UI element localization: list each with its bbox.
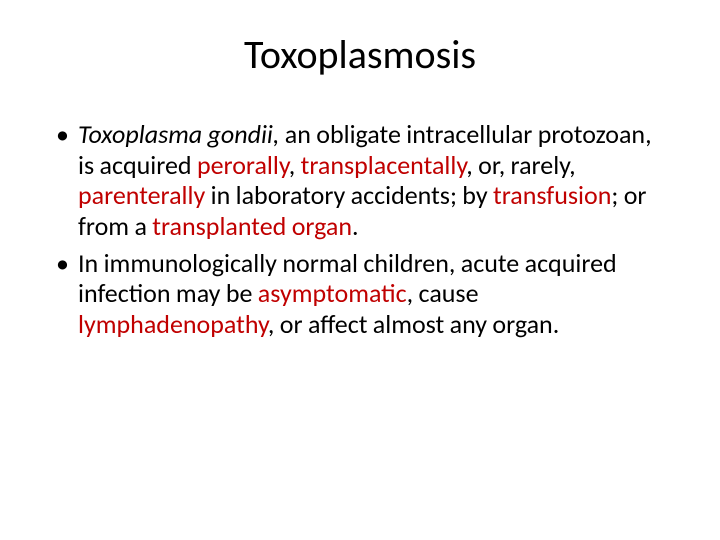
bullet-item: Toxoplasma gondii, an obligate intracell… — [50, 119, 670, 242]
text-segment: transplanted organ — [152, 210, 352, 242]
text-segment: asymptomatic — [258, 277, 407, 309]
text-segment: , or, rarely, — [466, 149, 575, 181]
text-segment: parenterally — [78, 179, 205, 211]
text-segment: lymphadenopathy — [78, 308, 268, 340]
text-segment: , or affect almost any organ. — [268, 308, 559, 340]
bullet-item: In immunologically normal children, acut… — [50, 248, 670, 340]
text-segment: . — [352, 210, 359, 242]
text-segment: perorally — [197, 149, 289, 181]
text-segment: , cause — [407, 277, 479, 309]
bullet-list: Toxoplasma gondii, an obligate intracell… — [50, 119, 670, 340]
text-segment: transplacentally — [301, 149, 467, 181]
text-segment: , — [289, 149, 301, 181]
text-segment: transfusion — [493, 179, 611, 211]
text-segment: in laboratory accidents; by — [205, 179, 493, 211]
slide-title: Toxoplasmosis — [50, 30, 670, 79]
slide: Toxoplasmosis Toxoplasma gondii, an obli… — [0, 0, 720, 540]
text-segment: Toxoplasma gondii, — [78, 118, 279, 150]
